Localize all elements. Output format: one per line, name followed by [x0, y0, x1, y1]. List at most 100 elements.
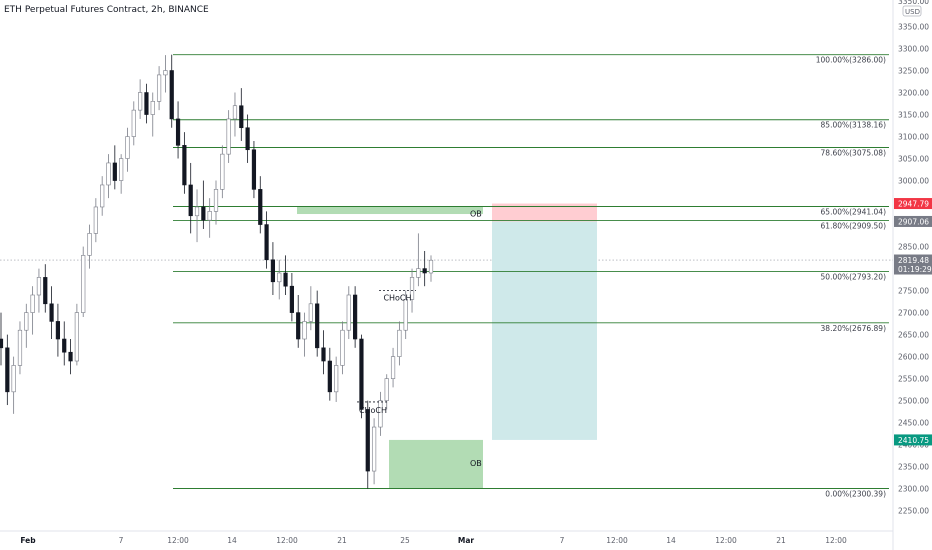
time-axis: Feb 7 12:00 14 12:00 21 25 Mar 7 12:00 14 12:00 21 12… — [0, 530, 893, 545]
price-tick-label: 3050.00 — [898, 155, 929, 164]
time-tick-label: 21 — [776, 536, 786, 545]
stop-loss-zone — [492, 203, 597, 222]
price-tick-label: 3000.00 — [898, 177, 929, 186]
candle-body — [188, 184, 193, 217]
currency-label: USD — [905, 8, 920, 16]
candle-body — [315, 303, 320, 349]
price-badge-text: 2819.48 — [898, 256, 929, 265]
candle-body — [371, 426, 377, 472]
price-tick-label: 2700.00 — [898, 309, 929, 318]
time-tick-label: 14 — [227, 536, 237, 545]
candle-body — [232, 105, 238, 120]
candle-body — [150, 101, 155, 115]
price-tick-label: 2500.00 — [898, 397, 929, 406]
candle-body — [353, 294, 358, 340]
candles — [0, 54, 434, 489]
time-tick-label: Mar — [458, 536, 475, 545]
time-tick-label: 21 — [337, 536, 347, 545]
price-badge — [894, 254, 932, 275]
price-tick-label: 3300.00 — [898, 45, 929, 54]
candle-body — [5, 347, 10, 393]
candle-body — [194, 206, 200, 217]
order-block — [297, 206, 483, 215]
candle-body — [125, 136, 130, 159]
candle-body — [68, 351, 73, 362]
candle-body — [296, 312, 301, 340]
candle-body — [365, 409, 370, 472]
candle-body — [302, 321, 307, 340]
price-badge — [894, 215, 932, 227]
fib-level-label: 65.00%(2941.04) — [821, 208, 887, 217]
candle-body — [175, 118, 181, 146]
candle-body — [340, 329, 345, 366]
order-block — [389, 439, 483, 489]
candle-body — [390, 356, 396, 379]
price-tick-label: 3350.00 — [898, 23, 929, 32]
candle-body — [226, 118, 231, 155]
candle-body — [207, 211, 212, 221]
time-tick-label: 25 — [400, 536, 410, 545]
fib-level-label: 38.20%(2676.89) — [821, 324, 887, 333]
candle-body — [81, 255, 86, 313]
candle-body — [11, 365, 16, 393]
price-tick-label: 2250.00 — [898, 507, 929, 516]
candle-body — [49, 303, 54, 322]
candle-body — [169, 70, 174, 120]
time-tick-label: 12:00 — [276, 536, 298, 545]
time-tick-label: Feb — [20, 536, 36, 545]
candle-body — [43, 277, 48, 305]
candle-body — [55, 321, 61, 340]
candle-body — [289, 285, 294, 313]
candle-body — [270, 259, 276, 283]
candle-body — [258, 189, 263, 225]
candle-body — [321, 347, 326, 362]
price-tick-label: 2550.00 — [898, 375, 929, 384]
candle-body — [308, 303, 313, 322]
choch-label: CHoCH — [359, 406, 387, 415]
price-tick-label: 3150.00 — [898, 111, 929, 120]
candle-body — [131, 109, 136, 137]
candle-body — [428, 259, 434, 274]
candle-body — [74, 312, 79, 362]
candle-body — [327, 360, 332, 393]
candle-body — [163, 70, 168, 76]
order-block-label: OB — [470, 459, 482, 468]
candle-body — [106, 162, 111, 186]
candle-body — [409, 277, 415, 300]
time-tick-label: 7 — [119, 536, 124, 545]
candle-body — [422, 268, 427, 274]
candle-body — [0, 338, 4, 349]
candle-body — [397, 329, 402, 357]
candle-body — [403, 299, 408, 331]
candle-body — [239, 105, 244, 129]
candle-body — [144, 92, 149, 115]
candle-body — [277, 272, 282, 283]
price-tick-label: 3200.00 — [898, 89, 929, 98]
price-badge-text: 2907.06 — [898, 217, 929, 226]
candle-body — [201, 206, 206, 221]
price-axis: 3350.00 3300.00 3250.00 3200.00 3150.00 3100.… — [892, 0, 929, 550]
time-tick-label: 12:00 — [825, 536, 847, 545]
price-tick-label: 2300.00 — [898, 485, 929, 494]
candle-body — [213, 189, 219, 212]
time-tick-label: 14 — [666, 536, 676, 545]
time-tick-label: 12:00 — [167, 536, 189, 545]
candle-body — [245, 127, 250, 151]
price-badge — [894, 198, 932, 210]
choch-label: CHoCH — [383, 294, 411, 303]
currency-badge — [902, 5, 922, 17]
candle-body — [378, 400, 383, 428]
fib-level-label: 78.60%(3075.08) — [821, 149, 887, 158]
candle-body — [87, 233, 92, 256]
candle-body — [156, 74, 162, 102]
candle-body — [416, 268, 421, 278]
time-tick-label: 12:00 — [606, 536, 628, 545]
fib-level-label: 85.00%(3138.16) — [821, 121, 887, 130]
candle-body — [359, 338, 364, 410]
price-tick-label: 3250.00 — [898, 67, 929, 76]
time-tick-label: 12:00 — [715, 536, 737, 545]
candle-body — [283, 272, 288, 287]
price-badge-text: 2410.75 — [898, 436, 929, 445]
candle-body — [334, 365, 339, 393]
